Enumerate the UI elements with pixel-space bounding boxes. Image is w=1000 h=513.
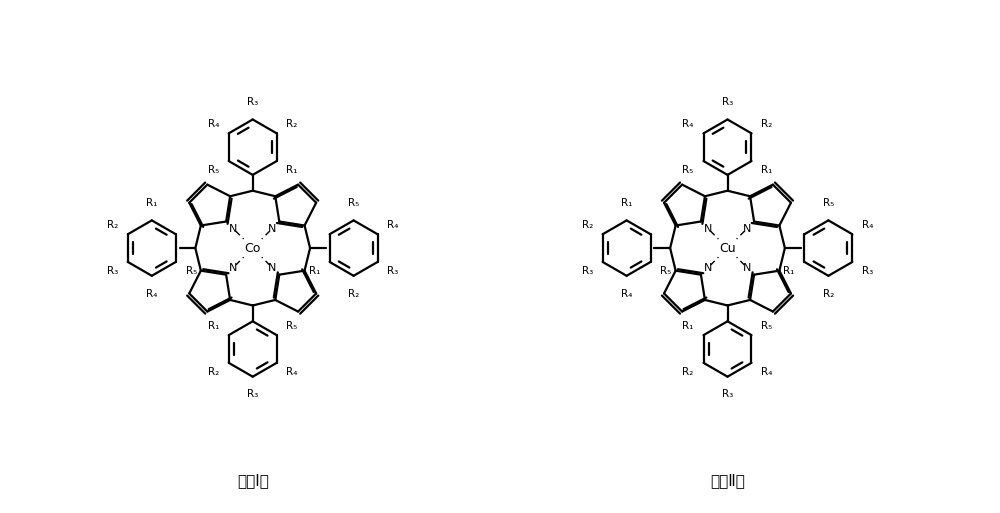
Text: R₃: R₃	[387, 266, 399, 276]
Text: R₁: R₁	[783, 266, 795, 276]
Text: N: N	[743, 263, 751, 273]
Text: R₂: R₂	[582, 221, 593, 230]
Text: R₃: R₃	[247, 96, 258, 107]
Text: R₂: R₂	[682, 367, 694, 377]
Text: R₃: R₃	[862, 266, 873, 276]
Text: R₁: R₁	[286, 165, 298, 175]
Text: R₅: R₅	[682, 165, 694, 175]
Text: R₄: R₄	[286, 367, 298, 377]
Text: N: N	[704, 263, 712, 273]
Text: R₄: R₄	[208, 120, 219, 129]
Text: R₃: R₃	[722, 389, 733, 400]
Text: R₄: R₄	[761, 367, 773, 377]
Text: N: N	[704, 224, 712, 233]
Text: R₁: R₁	[146, 198, 157, 208]
Text: N: N	[229, 224, 237, 233]
Text: R₄: R₄	[682, 120, 694, 129]
Text: R₃: R₃	[107, 266, 118, 276]
Text: 式（Ⅱ）: 式（Ⅱ）	[710, 473, 745, 488]
Text: R₁: R₁	[761, 165, 773, 175]
Text: R₃: R₃	[722, 96, 733, 107]
Text: R₂: R₂	[286, 120, 298, 129]
Text: R₄: R₄	[146, 289, 157, 299]
Text: R₂: R₂	[348, 289, 359, 299]
Text: R₅: R₅	[186, 266, 197, 276]
Text: N: N	[268, 224, 276, 233]
Text: R₅: R₅	[761, 321, 773, 331]
Text: R₁: R₁	[208, 321, 219, 331]
Text: R₄: R₄	[862, 221, 873, 230]
Text: R₅: R₅	[660, 266, 672, 276]
Text: Co: Co	[245, 242, 261, 254]
Text: R₅: R₅	[823, 198, 834, 208]
Text: R₂: R₂	[823, 289, 834, 299]
Text: R₄: R₄	[621, 289, 632, 299]
Text: R₃: R₃	[247, 389, 258, 400]
Text: R₁: R₁	[682, 321, 694, 331]
Text: N: N	[743, 224, 751, 233]
Text: R₄: R₄	[387, 221, 399, 230]
Text: 式（Ⅰ）: 式（Ⅰ）	[237, 473, 269, 488]
Text: Cu: Cu	[719, 242, 736, 254]
Text: R₅: R₅	[208, 165, 219, 175]
Text: R₃: R₃	[582, 266, 593, 276]
Text: R₅: R₅	[286, 321, 298, 331]
Text: R₂: R₂	[208, 367, 219, 377]
Text: R₅: R₅	[348, 198, 359, 208]
Text: N: N	[268, 263, 276, 273]
Text: N: N	[229, 263, 237, 273]
Text: R₁: R₁	[309, 266, 320, 276]
Text: R₂: R₂	[761, 120, 773, 129]
Text: R₂: R₂	[107, 221, 118, 230]
Text: R₁: R₁	[621, 198, 632, 208]
